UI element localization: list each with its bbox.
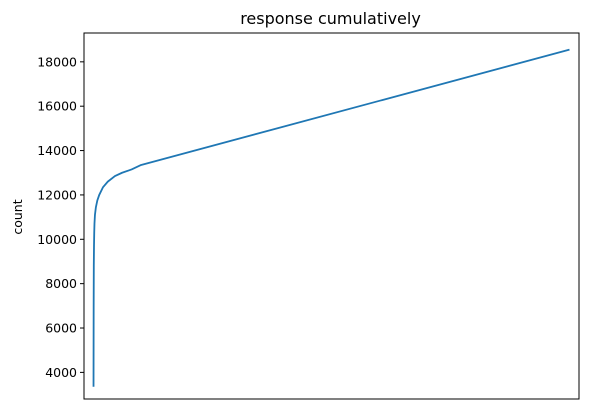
y-tick-label: 16000: [37, 99, 77, 114]
plot-frame: [84, 33, 579, 399]
series-layer: [94, 50, 570, 387]
y-tick-label: 4000: [45, 365, 77, 380]
y-tick-label: 8000: [45, 276, 77, 291]
chart-title: response cumulatively: [240, 9, 421, 28]
y-tick-label: 18000: [37, 54, 77, 69]
y-tick-label: 12000: [37, 187, 77, 202]
y-tick-label: 10000: [37, 232, 77, 247]
series-line-0: [94, 50, 570, 387]
y-axis-label: count: [10, 199, 25, 234]
y-axis-ticks: 4000 6000 8000 10000 12000 14000 16000 18000: [37, 54, 84, 380]
y-tick-label: 6000: [45, 321, 77, 336]
y-tick-label: 14000: [37, 143, 77, 158]
